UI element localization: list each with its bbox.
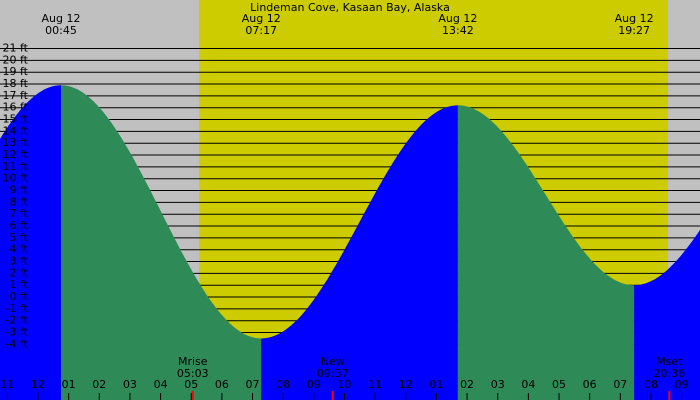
event-time: 05:03 (177, 367, 209, 380)
rising-tide (0, 85, 61, 400)
y-tick-label: 12 ft (3, 148, 29, 161)
hour-label: 09 (675, 378, 689, 391)
y-tick-label: 5 ft (10, 231, 29, 244)
hour-label: 05 (552, 378, 566, 391)
y-tick-label: 16 ft (3, 101, 29, 114)
y-tick-label: 7 ft (10, 207, 29, 220)
extreme-date: Aug 12 (41, 12, 80, 25)
y-tick-label: 3 ft (10, 255, 29, 268)
hour-label: 01 (429, 378, 443, 391)
y-tick-label: 2 ft (10, 266, 29, 279)
y-tick-label: 6 ft (10, 219, 29, 232)
extreme-time: 13:42 (442, 24, 474, 37)
y-tick-label: 0 ft (10, 290, 29, 303)
extreme-time: 07:17 (245, 24, 277, 37)
hour-label: 09 (307, 378, 321, 391)
y-tick-label: 4 ft (10, 243, 29, 256)
y-tick-label: -3 ft (6, 326, 29, 339)
y-tick-label: 17 ft (3, 89, 29, 102)
hour-label: 07 (613, 378, 627, 391)
falling-tide (457, 105, 635, 400)
event-name: Mrise (178, 355, 208, 368)
y-tick-label: 1 ft (10, 278, 29, 291)
hour-label: 02 (460, 378, 474, 391)
hour-label: 02 (92, 378, 106, 391)
hour-label: 11 (0, 378, 14, 391)
hour-label: 01 (62, 378, 76, 391)
event-name: Mset (656, 355, 683, 368)
y-tick-label: 21 ft (3, 42, 29, 55)
y-tick-label: 19 ft (3, 65, 29, 78)
y-tick-label: 14 ft (3, 124, 29, 137)
hour-label: 06 (215, 378, 229, 391)
y-tick-label: 10 ft (3, 172, 29, 185)
event-name: New (321, 355, 345, 368)
y-tick-label: 18 ft (3, 77, 29, 90)
event-time: 20:36 (654, 367, 686, 380)
extreme-date: Aug 12 (615, 12, 654, 25)
y-tick-label: 8 ft (10, 195, 29, 208)
hour-label: 11 (368, 378, 382, 391)
extreme-time: 00:45 (45, 24, 77, 37)
extreme-date: Aug 12 (242, 12, 281, 25)
extreme-time: 19:27 (618, 24, 650, 37)
hour-label: 04 (154, 378, 168, 391)
hour-label: 08 (276, 378, 290, 391)
hour-label: 03 (123, 378, 137, 391)
hour-label: 12 (31, 378, 45, 391)
hour-label: 10 (337, 378, 351, 391)
hour-label: 12 (399, 378, 413, 391)
y-tick-label: 11 ft (3, 160, 29, 173)
hour-label: 03 (491, 378, 505, 391)
hour-label: 05 (184, 378, 198, 391)
extreme-date: Aug 12 (438, 12, 477, 25)
y-tick-label: -4 ft (6, 337, 29, 350)
y-tick-label: -1 ft (6, 302, 29, 315)
y-tick-label: 9 ft (10, 184, 29, 197)
rising-tide (634, 230, 700, 400)
chart-title: Lindeman Cove, Kasaan Bay, Alaska (250, 1, 450, 14)
hour-label: 08 (644, 378, 658, 391)
y-tick-label: 13 ft (3, 136, 29, 149)
y-tick-label: 20 ft (3, 53, 29, 66)
y-tick-label: 15 ft (3, 113, 29, 126)
hour-label: 04 (521, 378, 535, 391)
hour-label: 06 (583, 378, 597, 391)
rising-tide (261, 105, 458, 400)
hour-label: 07 (246, 378, 260, 391)
y-tick-label: -2 ft (6, 314, 29, 327)
event-time: 09:37 (317, 367, 349, 380)
falling-tide (61, 85, 262, 400)
